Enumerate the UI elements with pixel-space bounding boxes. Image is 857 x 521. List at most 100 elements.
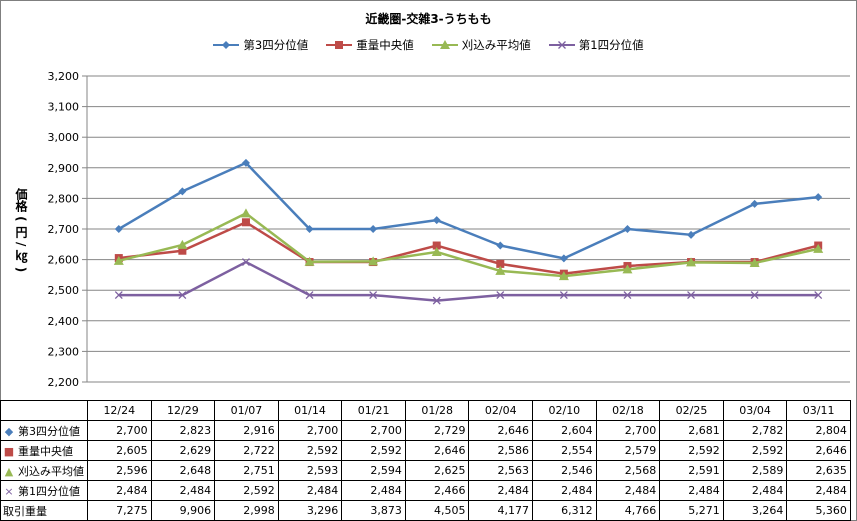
row-marker-q3: ◆: [4, 424, 14, 438]
table-cell: 2,998: [214, 500, 279, 521]
table-cell: 2,484: [659, 480, 724, 501]
x-tick-label: 01/21: [341, 400, 406, 421]
table-cell: 2,484: [150, 480, 216, 501]
table-cell: 3,296: [277, 500, 343, 521]
table-cell: 2,594: [341, 460, 406, 481]
legend-marker-q3: [222, 41, 231, 49]
table-cell: 2,596: [87, 460, 152, 481]
point-q1: [623, 291, 632, 300]
table-cell: 2,635: [786, 460, 851, 481]
table-cell: 2,646: [404, 440, 470, 461]
table-cell: 2,484: [468, 480, 534, 501]
point-q3: [687, 230, 696, 239]
y-tick-label: 2,900: [48, 162, 80, 175]
table-row: ◆ 第3四分位値 2,700 2,823 2,916 2,700 2,700 2,729 2,6…: [0, 420, 851, 441]
point-avg: [749, 257, 760, 267]
table-cell: 4,177: [468, 500, 534, 521]
series-line-median: [118, 221, 819, 275]
legend-swatch: [548, 41, 575, 49]
table-cell: 2,563: [468, 460, 534, 481]
x-tick-label: 01/07: [214, 400, 279, 421]
table-cell: 2,646: [468, 420, 534, 441]
row-marker-median: ■: [3, 444, 15, 458]
y-tick-label: 2,600: [48, 254, 80, 267]
point-median: [432, 241, 441, 250]
point-q1: [305, 291, 314, 300]
x-tick-label: 01/14: [277, 400, 343, 421]
table-cell: 2,681: [659, 420, 724, 441]
series-line-q3: [118, 161, 819, 260]
series-avg: [113, 208, 824, 281]
point-avg: [495, 265, 506, 275]
point-avg: [686, 257, 697, 267]
y-tick-label: 3,100: [48, 101, 80, 114]
table-cell: 2,589: [722, 460, 788, 481]
y-axis-label: 価格 ( 円 / ㎏ ): [14, 187, 28, 273]
point-q1: [496, 291, 505, 300]
point-q1: [814, 291, 823, 300]
table-cell: 2,916: [214, 420, 279, 441]
table-cell: 2,700: [87, 420, 152, 441]
y-tick-label: 2,500: [48, 284, 80, 297]
table-cell: 2,484: [341, 480, 406, 501]
table-cell: 5,271: [659, 500, 724, 521]
x-tick-label: 12/29: [150, 400, 216, 421]
table-cell: 7,275: [87, 500, 152, 521]
point-q1: [559, 291, 568, 300]
table-cell: 3,264: [722, 500, 788, 521]
legend-swatch: [431, 40, 458, 49]
y-tick-label: 2,700: [48, 223, 80, 236]
point-q3: [814, 193, 823, 202]
point-avg: [558, 271, 569, 281]
table-row-header: ▲ 刈込み平均値: [0, 460, 88, 481]
table-row: ■ 重量中央値 2,605 2,629 2,722 2,592 2,592 2,646 2,58…: [0, 440, 851, 461]
table-cell: 2,592: [277, 440, 343, 461]
table-cell: 9,906: [150, 500, 216, 521]
point-q3: [432, 216, 441, 225]
table-cell: 2,646: [786, 440, 851, 461]
point-q3: [750, 199, 759, 208]
table-cell: 4,766: [595, 500, 661, 521]
table-cell: 2,648: [150, 460, 216, 481]
table-cell: 4,505: [404, 500, 470, 521]
x-tick-label: 02/10: [532, 400, 597, 421]
table-row: ▲ 刈込み平均値 2,596 2,648 2,751 2,593 2,594 2,625 2,5…: [0, 460, 851, 481]
point-avg: [368, 256, 379, 266]
chart-title: 近畿圏-交雑3-うちもも: [365, 12, 492, 26]
table-row: 取引重量 7,275 9,906 2,998 3,296 3,873 4,505 4,177 6…: [0, 500, 851, 521]
table-cell: 2,554: [532, 440, 597, 461]
point-q1: [369, 291, 378, 300]
table-cell: 2,484: [277, 480, 343, 501]
point-q1: [178, 291, 187, 300]
table-cell: 2,625: [404, 460, 470, 481]
y-tick-label: 2,200: [48, 376, 80, 389]
point-q3: [305, 225, 314, 233]
x-tick-label: 12/24: [87, 400, 152, 421]
legend-label: 第3四分位値: [243, 38, 309, 52]
table-row: × 第1四分位値 2,484 2,484 2,592 2,484 2,484 2,466 2,4…: [0, 480, 851, 501]
table-row-name: 第1四分位値: [18, 484, 80, 498]
table-cell: 5,360: [786, 500, 851, 521]
series-q3: [114, 158, 823, 263]
table-cell: 2,484: [532, 480, 597, 501]
point-q3: [369, 225, 378, 233]
point-avg: [431, 246, 442, 256]
table-row-name: 第3四分位値: [18, 424, 80, 438]
x-tick-label: 03/11: [786, 400, 851, 421]
table-cell: 3,873: [341, 500, 406, 521]
point-q1: [750, 291, 759, 300]
legend-swatch: [213, 41, 240, 49]
series-line-q1: [118, 260, 819, 302]
point-avg: [813, 243, 824, 253]
table-cell: 2,592: [341, 440, 406, 461]
table-cell: 2,629: [150, 440, 216, 461]
point-median: [496, 259, 505, 268]
table-cell: 2,604: [532, 420, 597, 441]
point-q1: [241, 258, 250, 267]
point-q3: [559, 254, 568, 263]
table-cell: 2,729: [404, 420, 470, 441]
legend-item-q3: 第3四分位値: [213, 37, 308, 53]
legend-item-q1: 第1四分位値: [548, 37, 644, 53]
row-marker-avg: ▲: [4, 464, 14, 478]
point-q3: [114, 225, 123, 233]
